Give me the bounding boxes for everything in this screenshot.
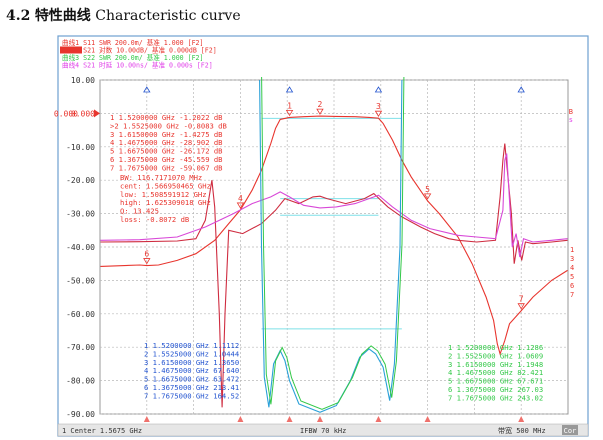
status-bar: 1 Center 1.5675 GHz IFBW 70 kHz 带宽 500 MHz… [57, 423, 589, 437]
y-tick-label: -40.00 [66, 243, 95, 252]
section-heading: 4.2 特性曲线 Characteristic curve [6, 6, 241, 26]
y-tick-label: -20.00 [66, 176, 95, 185]
bandwidth-stat-row: Q: 13.425 [120, 207, 159, 216]
marker-table-s22-row: 5 1.6675000 GHz 67.671 [448, 377, 543, 386]
marker-table-s11-row: 2 1.5525000 GHz 1.0444 [144, 349, 239, 358]
trace-s22 [259, 79, 403, 413]
marker-table-s21-row: 4 1.4675000 GHz -28.902 dB [110, 138, 223, 147]
marker-table-s21-row: >2 1.5525000 GHz -0.8083 dB [110, 121, 227, 130]
bottom-marker-triangle [518, 416, 525, 422]
channel-header-1: 曲线1 S11 SWR 200.0m/ 基准 1.000 [F2] [62, 38, 204, 47]
y-tick-label: 0.000 [71, 109, 95, 118]
bandwidth-stat-row: low: 1.508591912 GHz [120, 190, 207, 199]
right-stack-label: 5 [570, 273, 574, 281]
heading-number: 4.2 [6, 8, 31, 24]
channel-header-4: 曲线4 S21 时延 10.00ns/ 基准 0.000s [F2] [62, 61, 213, 70]
marker-label: 2 [318, 100, 323, 109]
marker-table-s11-row: 5 1.6675000 GHz 63.472 [144, 375, 239, 384]
bottom-marker-triangle [424, 416, 431, 422]
marker-table-s11-row: 6 1.3675000 GHz 213.41 [144, 383, 239, 392]
marker-label: 7 [519, 295, 524, 304]
marker-triangle [374, 110, 383, 117]
bottom-marker-triangle [286, 416, 293, 422]
y-tick-label: -80.00 [66, 377, 95, 386]
marker-label: 1 [287, 101, 292, 110]
bandwidth-stat-row: BW: 116.7171070 MHz [120, 173, 202, 182]
marker-table-s22-row: 4 1.4675000 GHz 82.421 [448, 368, 543, 377]
bandwidth-stat-row: high: 1.625309018 GHz [120, 198, 211, 207]
y-tick-label: -50.00 [66, 276, 95, 285]
bottom-marker-triangle [375, 416, 382, 422]
marker-triangle [285, 110, 294, 117]
status-span: 带宽 500 MHz [498, 426, 546, 435]
y-tick-label: -70.00 [66, 343, 95, 352]
trace-s21 [100, 115, 568, 356]
marker-triangle [143, 258, 151, 265]
reference-level-label: 0.000 [54, 109, 78, 118]
marker-table-s11-row: 4 1.4675000 GHz 67.640 [144, 366, 239, 375]
y-tick-label: -60.00 [66, 310, 95, 319]
marker-table-s21-row: 1 1.5200000 GHz -1.2022 dB [110, 113, 223, 122]
right-stack-label: 4 [570, 264, 574, 272]
active-trace-highlight [60, 46, 82, 54]
top-marker-triangle [374, 86, 383, 93]
marker-triangle [423, 193, 432, 200]
marker-table-s11-row: 1 1.5200000 GHz 1.1112 [144, 341, 239, 350]
y-tick-label: 10.00 [71, 76, 95, 85]
marker-label: 5 [425, 185, 430, 194]
bottom-marker-triangle [143, 416, 150, 422]
channel-header-area: 曲线1 S11 SWR 200.0m/ 基准 1.000 [F2]曲线2 S21… [60, 38, 217, 70]
channel-header-2: 曲线2 S21 对数 10.00dB/ 基准 0.000dB [F2] [62, 46, 217, 55]
marker-table-s11-row: 7 1.7675000 GHz 164.52 [144, 391, 239, 400]
right-stack-label: 7 [570, 291, 574, 299]
right-stack-label: 6 [570, 282, 574, 290]
trace-s11 [100, 143, 568, 408]
right-stack-label: 3 [570, 255, 574, 263]
marker-label: 6 [144, 250, 149, 259]
marker-table-s21-row: 6 1.3675000 GHz -45.559 dB [110, 155, 223, 164]
marker-table-s22-row: 7 1.7675000 GHz 243.02 [448, 393, 543, 402]
status-center-frequency: 1 Center 1.5675 GHz [62, 427, 142, 435]
y-tick-label: -30.00 [66, 210, 95, 219]
marker-table-s21-row: 3 1.6150000 GHz -1.4275 dB [110, 130, 223, 139]
status-ifbw: IFBW 70 kHz [300, 427, 346, 435]
bottom-marker-triangle [316, 416, 323, 422]
channel-header-3: 曲线3 S22 SWR 200.0m/ 基准 1.000 [F2] [62, 53, 204, 62]
marker-table-s22-row: 1 1.5200000 GHz 1.1286 [448, 343, 543, 352]
marker-triangle [236, 202, 245, 209]
heading-title-en: Characteristic curve [95, 8, 241, 24]
plot-area: 10.00 0.000 -10.00 -20.00 -30.00 -40.00 -50.00… [54, 76, 569, 419]
marker-label: 4 [238, 194, 243, 203]
bandwidth-stat-row: cent: 1.566950465 GHz [120, 181, 211, 190]
right-stack-label: 1 [570, 246, 574, 254]
reference-level-arrow [94, 109, 100, 118]
top-marker-triangle [285, 86, 294, 93]
status-bar-bg [57, 423, 589, 437]
top-marker-triangle [143, 86, 151, 93]
marker-triangle [517, 303, 525, 310]
marker-table-s21-row: 7 1.7675000 GHz -59.067 dB [110, 163, 223, 172]
marker-table-s21-row: 5 1.6675000 GHz -26.172 dB [110, 147, 223, 156]
cor-badge-label: Cor [564, 427, 577, 435]
heading-title-cjk: 特性曲线 [34, 8, 91, 24]
marker-label: 3 [376, 102, 381, 111]
marker-table-s22-row: 2 1.5525000 GHz 1.0609 [448, 351, 543, 360]
trace-s22-overlay [261, 76, 405, 410]
marker-table-s11-row: 3 1.6150000 GHz 1.3650 [144, 358, 239, 367]
y-tick-label: -90.00 [66, 410, 95, 419]
bandwidth-stat-row: loss: -0.8072 dB [120, 215, 189, 224]
bottom-marker-triangle [237, 416, 244, 422]
y-tick-label: -10.00 [66, 143, 95, 152]
marker-table-s22-row: 6 1.3675000 GHz 267.03 [448, 385, 543, 394]
top-marker-triangle [517, 86, 525, 93]
marker-triangle [316, 108, 324, 115]
cor-badge [562, 425, 578, 435]
marker-table-s22-row: 3 1.6150000 GHz 1.1948 [448, 360, 543, 369]
